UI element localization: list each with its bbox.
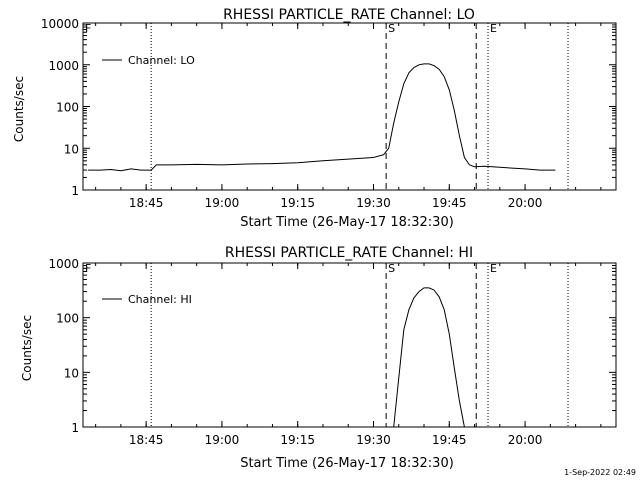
panel-lo-xlabel: Start Time (26-May-17 18:32:30) — [240, 215, 454, 230]
y-tick-label: 10000 — [41, 17, 79, 31]
marker-label: E — [490, 22, 497, 35]
marker-label: F — [85, 262, 91, 275]
panel-hi: RHESSI PARTICLE_RATE Channel: HI F S E 18:… — [20, 245, 617, 471]
y-tick-label: 10 — [64, 366, 79, 380]
panel-hi-xlabel: Start Time (26-May-17 18:32:30) — [240, 456, 454, 471]
x-tick-label: 19:00 — [205, 433, 240, 447]
panel-lo-title: RHESSI PARTICLE_RATE Channel: LO — [223, 7, 475, 23]
y-tick-label: 10 — [64, 142, 79, 156]
panel-hi-axes — [82, 262, 617, 428]
y-tick-label: 1 — [71, 421, 79, 435]
x-tick-label: 19:15 — [280, 433, 315, 447]
x-tick-label: 19:00 — [205, 196, 240, 210]
marker-label: S — [388, 22, 395, 35]
panel-hi-title: RHESSI PARTICLE_RATE Channel: HI — [225, 245, 473, 261]
panel-lo-ylabel: Counts/sec — [12, 76, 26, 142]
y-tick-label: 1 — [71, 184, 79, 198]
marker-label: F — [85, 22, 91, 35]
legend-hi: Channel: HI — [102, 293, 192, 306]
x-tick-label: 19:45 — [432, 433, 467, 447]
y-tick-label: 100 — [56, 312, 79, 326]
x-tick-label: 19:30 — [356, 196, 391, 210]
x-tick-label: 18:45 — [129, 196, 164, 210]
x-tick-label: 18:45 — [129, 433, 164, 447]
x-tick-label: 19:30 — [356, 433, 391, 447]
y-tick-label: 1000 — [48, 257, 79, 271]
legend-lo-label: Channel: LO — [128, 54, 195, 67]
panel-lo: RHESSI PARTICLE_RATE Channel: LO F S E 18:… — [12, 7, 617, 230]
series-line-hi — [393, 287, 465, 428]
marker-label: S — [388, 262, 395, 275]
x-tick-label: 19:15 — [280, 196, 315, 210]
y-tick-label: 1000 — [48, 59, 79, 73]
x-tick-label: 20:00 — [508, 196, 543, 210]
panel-hi-ticks: 18:45 19:00 19:15 19:30 19:45 20:00 1 10 100 1000 — [48, 257, 616, 447]
series-line-lo — [88, 63, 556, 172]
panel-hi-ylabel: Counts/sec — [20, 315, 34, 381]
footer-timestamp: 1-Sep-2022 02:49 — [564, 468, 636, 477]
y-tick-label: 100 — [56, 101, 79, 115]
legend-lo: Channel: LO — [102, 54, 195, 67]
marker-label: E — [490, 262, 497, 275]
panel-lo-ticks: 18:45 19:00 19:15 19:30 19:45 20:00 1 10 100 1000… — [41, 17, 616, 210]
x-tick-label: 19:45 — [432, 196, 467, 210]
legend-hi-label: Channel: HI — [128, 293, 192, 306]
x-tick-label: 20:00 — [508, 433, 543, 447]
